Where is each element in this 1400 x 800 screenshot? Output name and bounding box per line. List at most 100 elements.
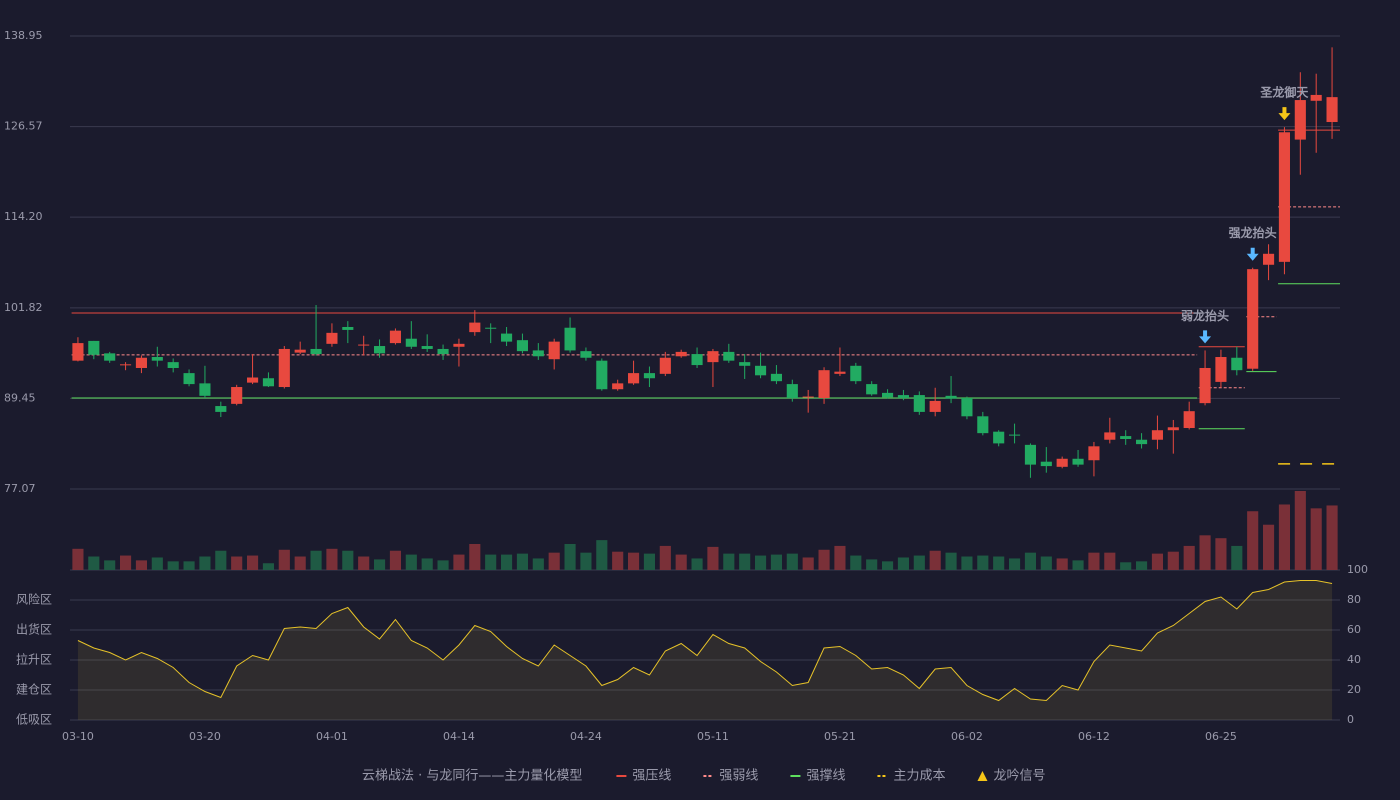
- candle-body: [882, 392, 894, 398]
- volume-bar: [1088, 552, 1100, 570]
- candle-body: [1088, 446, 1100, 461]
- volume-bar: [707, 546, 719, 570]
- volume-bar: [1326, 505, 1338, 570]
- candle-body: [231, 387, 243, 404]
- candle-body: [516, 340, 528, 352]
- volume-bar: [1183, 545, 1195, 570]
- x-tick-label: 03-10: [62, 730, 94, 743]
- volume-bar: [1263, 524, 1275, 570]
- volume-bar: [1278, 504, 1290, 570]
- candle-body: [1199, 367, 1211, 404]
- candle-body: [1009, 434, 1021, 436]
- candle-body: [643, 373, 655, 379]
- x-tick-label: 03-20: [189, 730, 221, 743]
- candle-body: [723, 351, 735, 361]
- volume-bar: [374, 559, 386, 570]
- candle-body: [1310, 94, 1322, 101]
- candle-body: [72, 343, 84, 361]
- zone-label: 拉升区: [16, 652, 52, 667]
- y-tick-label: 101.82: [4, 301, 43, 314]
- candle-body: [961, 398, 973, 417]
- volume-bar: [866, 559, 878, 570]
- candle-body: [1056, 458, 1068, 467]
- volume-bar: [548, 552, 560, 570]
- volume-bar: [1136, 561, 1148, 570]
- volume-bar: [596, 540, 608, 570]
- volume-bar: [628, 552, 640, 570]
- volume-bar: [1294, 491, 1306, 570]
- volume-bar: [294, 556, 306, 570]
- candle-body: [786, 384, 798, 399]
- volume-bar: [469, 543, 481, 570]
- candle-body: [326, 332, 338, 344]
- volume-bar: [1072, 560, 1084, 570]
- volume-bar: [834, 545, 846, 570]
- legend-swatch: [977, 771, 988, 781]
- candle-body: [628, 373, 640, 384]
- candle-body: [389, 330, 401, 344]
- candle-body: [294, 349, 306, 353]
- volume-bar: [405, 554, 417, 570]
- candle-body: [247, 377, 259, 383]
- x-tick-label: 04-14: [443, 730, 475, 743]
- volume-bar: [358, 556, 370, 570]
- volume-bar: [580, 552, 592, 570]
- volume-bar: [342, 550, 354, 570]
- legend-title: 云梯战法 · 与龙同行——主力量化模型: [362, 769, 582, 784]
- candle-body: [262, 378, 274, 387]
- candle-body: [88, 340, 100, 355]
- volume-bar: [421, 558, 433, 570]
- y-tick-label: 138.95: [4, 29, 43, 42]
- volume-bar: [1151, 553, 1163, 570]
- candle-body: [215, 406, 227, 412]
- candle-body: [1263, 253, 1275, 265]
- candle-body: [167, 362, 179, 368]
- candle-body: [612, 383, 624, 390]
- volume-bar: [199, 556, 211, 570]
- volume-bar: [1231, 545, 1243, 570]
- volume-bar: [88, 556, 100, 570]
- candle-body: [770, 373, 782, 382]
- volume-bar: [262, 563, 274, 570]
- candle-body: [929, 400, 941, 412]
- candle-body: [342, 326, 354, 330]
- candle-body: [834, 371, 846, 374]
- candle-body: [1040, 461, 1052, 467]
- candle-body: [120, 364, 132, 366]
- zone-label: 建仓区: [16, 683, 52, 697]
- volume-bar: [135, 560, 147, 570]
- volume-bar: [485, 554, 497, 570]
- y-tick-label: 89.45: [4, 391, 36, 404]
- candle-body: [1278, 132, 1290, 262]
- candle-body: [866, 384, 878, 395]
- candle-body: [802, 396, 814, 398]
- volume-bar: [913, 555, 925, 570]
- candle-body: [1215, 357, 1227, 382]
- candle-body: [1183, 411, 1195, 429]
- candle-body: [691, 354, 703, 366]
- candle-body: [1294, 100, 1306, 140]
- candle-body: [151, 357, 163, 361]
- candle-body: [532, 350, 544, 357]
- zone-label: 低吸区: [16, 713, 52, 727]
- zone-label: 风险区: [16, 592, 52, 607]
- x-tick-label: 04-24: [570, 730, 602, 743]
- y2-tick-label: 60: [1347, 623, 1361, 636]
- candle-body: [104, 353, 116, 361]
- volume-bar: [72, 548, 84, 570]
- candle-body: [310, 348, 322, 355]
- volume-bar: [183, 561, 195, 570]
- candle-body: [850, 365, 862, 382]
- y2-tick-label: 100: [1347, 563, 1368, 576]
- candle-body: [897, 395, 909, 399]
- y2-tick-label: 20: [1347, 683, 1361, 696]
- volume-bar: [1104, 552, 1116, 570]
- signal-label: 强龙抬头: [1229, 225, 1277, 240]
- volume-bar: [1199, 535, 1211, 570]
- volume-bar: [675, 554, 687, 570]
- volume-bar: [231, 556, 243, 570]
- signal-arrow: [1278, 107, 1291, 121]
- y2-tick-label: 0: [1347, 713, 1354, 726]
- candle-body: [818, 370, 830, 399]
- oscillator-area: [77, 580, 1333, 720]
